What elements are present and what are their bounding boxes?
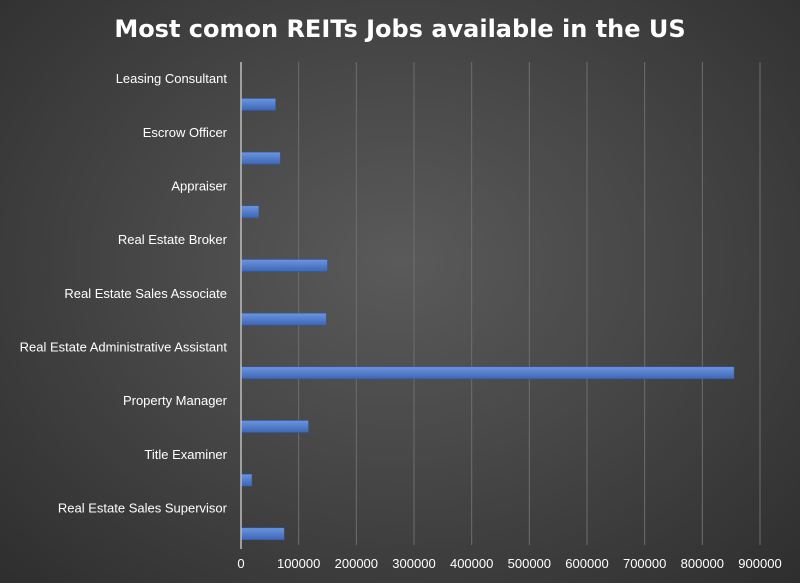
category-label: Appraiser xyxy=(171,179,227,194)
x-tick-label: 200000 xyxy=(335,556,378,571)
x-tick-label: 500000 xyxy=(508,556,551,571)
category-label: Real Estate Broker xyxy=(118,232,228,247)
gridlines xyxy=(298,62,761,545)
x-tick-label: 300000 xyxy=(392,556,435,571)
bar xyxy=(240,527,285,541)
x-tick-label: 400000 xyxy=(450,556,493,571)
bars xyxy=(240,98,735,541)
category-label: Escrow Officer xyxy=(143,125,228,140)
x-tick-label: 900000 xyxy=(738,556,781,571)
x-tick-labels: 0 100000 200000 300000 400000 500000 600000 700… xyxy=(237,556,781,571)
bar xyxy=(240,312,327,326)
category-label: Real Estate Sales Supervisor xyxy=(58,501,228,516)
bar xyxy=(240,366,735,380)
bar xyxy=(240,98,276,111)
bar xyxy=(240,420,309,433)
x-tick-label: 800000 xyxy=(681,556,724,571)
x-tick-label: 700000 xyxy=(623,556,666,571)
category-label: Real Estate Sales Associate xyxy=(64,286,227,301)
bar xyxy=(240,205,260,219)
x-tick-label: 100000 xyxy=(277,556,320,571)
bar xyxy=(240,259,328,272)
category-label: Leasing Consultant xyxy=(116,71,228,86)
x-tick-label: 600000 xyxy=(565,556,608,571)
category-label: Title Examiner xyxy=(144,447,227,462)
chart-title: Most comon REITs Jobs available in the U… xyxy=(114,15,685,43)
category-labels: Leasing Consultant Escrow Officer Appraise… xyxy=(20,71,228,515)
bar xyxy=(240,151,281,165)
category-label: Real Estate Administrative Assistant xyxy=(20,340,228,355)
bar xyxy=(240,473,253,487)
category-label: Property Manager xyxy=(123,393,228,408)
x-tick-label: 0 xyxy=(237,556,244,571)
